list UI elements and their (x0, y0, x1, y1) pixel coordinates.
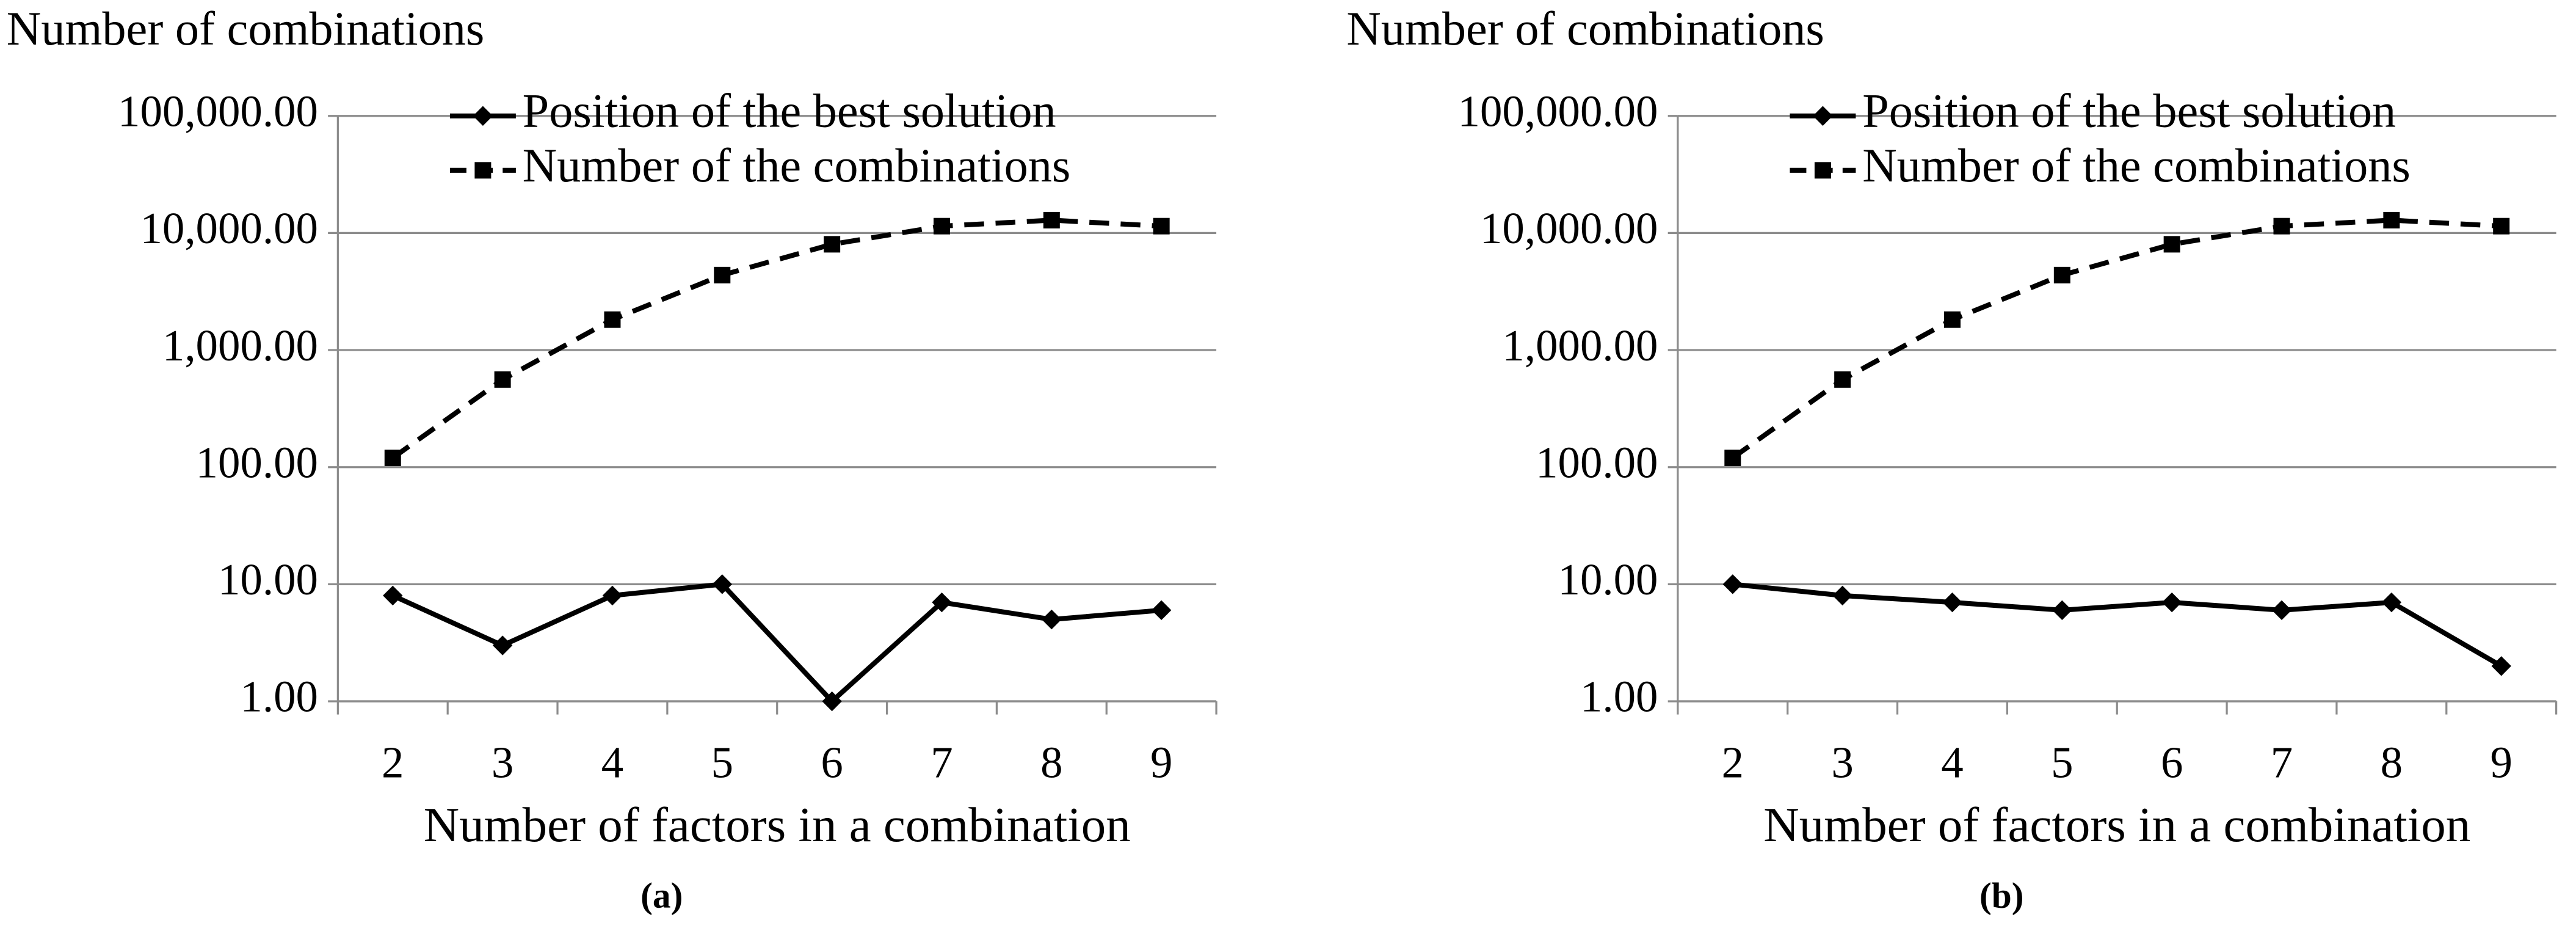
x-tick-label: 3 (492, 738, 513, 787)
marker-diamond (2052, 600, 2072, 621)
chart: Number of combinations 1.00 10.00 100.00 1,0… (1346, 2, 2558, 916)
legend-marker (473, 106, 493, 126)
marker-diamond (1942, 592, 1962, 613)
x-tick-label: 6 (821, 738, 843, 787)
y-tick-label: 100.00 (196, 437, 318, 487)
marker-square (1043, 211, 1060, 228)
legend-label: Position of the best solution (523, 84, 1056, 137)
chart-title: Number of combinations (7, 2, 485, 55)
chart: Number of combinations 1.00 10.00 100.00 1,0… (7, 2, 1217, 916)
x-tick-label: 7 (2271, 738, 2293, 787)
x-axis-title: Number of factors in a combination (424, 797, 1131, 852)
x-tick-label: 8 (1040, 738, 1062, 787)
x-tick-label: 2 (1722, 738, 1744, 787)
marker-diamond (2381, 592, 2402, 613)
marker-diamond (822, 691, 842, 712)
marker-diamond (2491, 656, 2511, 676)
marker-square (1834, 371, 1851, 388)
x-tick-label: 7 (931, 738, 952, 787)
marker-diamond (1151, 600, 1172, 621)
x-tick-label: 5 (2051, 738, 2073, 787)
marker-square (604, 311, 621, 328)
marker-diamond (1832, 585, 1852, 606)
marker-diamond (1042, 609, 1062, 630)
x-tick-label: 4 (1941, 738, 1963, 787)
marker-square (1943, 311, 1961, 328)
y-tick-label: 100,000.00 (1458, 86, 1658, 136)
x-tick-label: 4 (601, 738, 623, 787)
y-tick-label: 100,000.00 (118, 86, 318, 136)
legend-marker (474, 162, 492, 179)
x-tick-label: 3 (1831, 738, 1853, 787)
caption: (b) (1979, 875, 2024, 916)
x-tick-label: 9 (1150, 738, 1172, 787)
y-tick-label: 10.00 (218, 555, 318, 604)
marker-square (2163, 236, 2180, 253)
legend-label: Number of the combinations (1862, 139, 2411, 192)
marker-square (933, 217, 950, 235)
marker-diamond (712, 574, 732, 594)
marker-square (494, 371, 511, 388)
caption: (a) (640, 875, 683, 916)
series-line (1731, 217, 2502, 460)
legend-marker (1814, 162, 1831, 179)
marker-diamond (2161, 592, 2182, 613)
series-line (391, 582, 1162, 705)
marker-square (714, 266, 731, 283)
series-line (391, 217, 1162, 460)
y-tick-label: 1.00 (240, 672, 318, 721)
marker-square (1153, 217, 1170, 235)
y-tick-label: 10.00 (1558, 555, 1658, 604)
x-tick-label: 6 (2161, 738, 2183, 787)
chart-title: Number of combinations (1346, 2, 1824, 55)
marker-square (824, 236, 841, 253)
marker-diamond (2271, 600, 2292, 621)
marker-diamond (602, 585, 623, 606)
x-tick-label: 8 (2381, 738, 2403, 787)
marker-square (2493, 217, 2510, 235)
x-axis-title: Number of factors in a combination (1763, 797, 2470, 852)
x-tick-label: 9 (2490, 738, 2512, 787)
marker-square (2053, 266, 2070, 283)
y-tick-label: 10,000.00 (140, 203, 318, 253)
marker-diamond (1722, 574, 1743, 594)
marker-diamond (383, 585, 403, 606)
x-tick-label: 2 (382, 738, 404, 787)
marker-diamond (932, 592, 952, 613)
marker-square (384, 450, 401, 467)
legend-marker (1813, 106, 1833, 126)
marker-square (1724, 450, 1741, 467)
y-tick-label: 1.00 (1580, 672, 1658, 721)
x-tick-label: 5 (711, 738, 733, 787)
y-tick-label: 1,000.00 (1502, 321, 1658, 370)
marker-square (2273, 217, 2290, 235)
legend-label: Number of the combinations (523, 139, 1071, 192)
y-tick-label: 100.00 (1536, 437, 1658, 487)
series-line (1732, 582, 2503, 668)
y-tick-label: 10,000.00 (1480, 203, 1658, 253)
legend-label: Position of the best solution (1862, 84, 2396, 137)
marker-diamond (492, 635, 513, 655)
marker-square (2383, 211, 2400, 228)
y-tick-label: 1,000.00 (162, 321, 318, 370)
